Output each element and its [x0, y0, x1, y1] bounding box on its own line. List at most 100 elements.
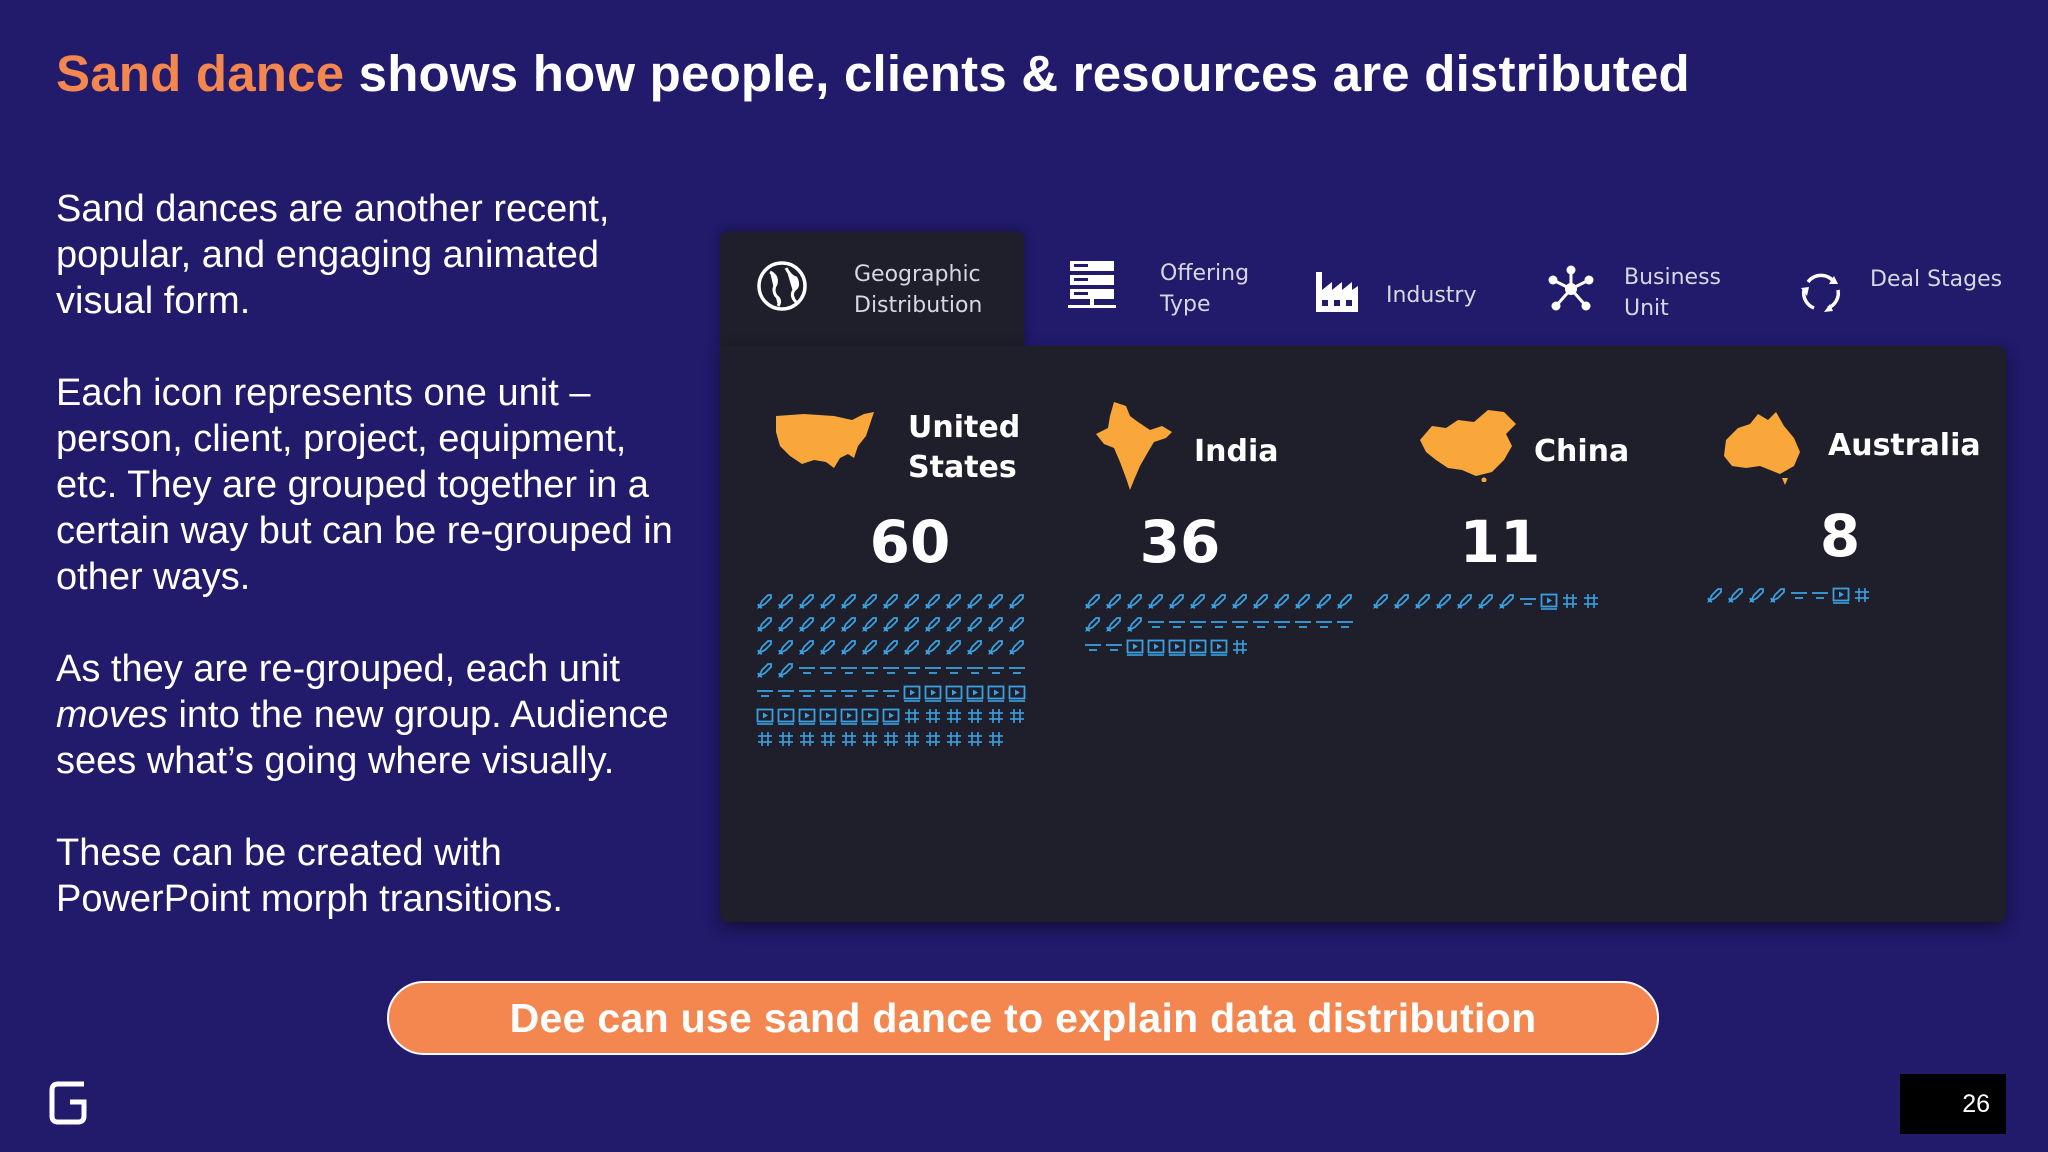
- dash-unit-icon: [840, 661, 861, 684]
- dash-unit-icon: [945, 661, 966, 684]
- dash-unit-icon: [903, 661, 924, 684]
- grid-unit-icon: [798, 730, 819, 753]
- region-united-states: United States 60: [720, 346, 1030, 922]
- play-unit-icon: [924, 684, 945, 707]
- tab-industry[interactable]: Industry: [1314, 268, 1477, 323]
- grid-unit-icon: [945, 730, 966, 753]
- rocket-unit-icon: [1315, 592, 1336, 615]
- cta-banner: Dee can use sand dance to explain data d…: [387, 981, 1659, 1055]
- paragraph-1: Sand dances are another recent, popular,…: [56, 188, 610, 322]
- dash-unit-icon: [861, 684, 882, 707]
- rocket-unit-icon: [840, 615, 861, 638]
- rocket-unit-icon: [945, 592, 966, 615]
- slide-title: Sand dance shows how people, clients & r…: [56, 44, 1690, 103]
- tab-label: Business Unit: [1624, 262, 1721, 324]
- dash-unit-icon: [882, 661, 903, 684]
- rocket-unit-icon: [924, 615, 945, 638]
- paragraph-3-end: into the new group. Audience sees what’s…: [56, 694, 669, 782]
- paragraph-2: Each icon represents one unit – person, …: [56, 372, 673, 598]
- brand-logo-icon: [49, 1081, 87, 1125]
- dash-unit-icon: [1519, 592, 1540, 615]
- rocket-unit-icon: [882, 592, 903, 615]
- grid-unit-icon: [1231, 638, 1252, 661]
- india-map-icon: [1096, 402, 1172, 490]
- rocket-unit-icon: [1273, 592, 1294, 615]
- rocket-unit-icon: [987, 615, 1008, 638]
- dash-unit-icon: [798, 661, 819, 684]
- paragraph-3: As they are re-grouped, each unit moves …: [56, 646, 696, 784]
- play-unit-icon: [1540, 592, 1561, 615]
- usa-map-icon: [776, 412, 874, 468]
- play-unit-icon: [1189, 638, 1210, 661]
- dash-unit-icon: [819, 661, 840, 684]
- rocket-unit-icon: [861, 592, 882, 615]
- dash-unit-icon: [1231, 615, 1252, 638]
- dash-unit-icon: [840, 684, 861, 707]
- tab-deal-stages[interactable]: Deal Stages: [1798, 264, 2002, 325]
- tab-offering-type[interactable]: Offering Type: [1068, 258, 1249, 320]
- rocket-unit-icon: [819, 638, 840, 661]
- china-map-icon: [1420, 410, 1516, 482]
- rocket-unit-icon: [777, 661, 798, 684]
- play-unit-icon: [777, 707, 798, 730]
- tab-geographic-distribution[interactable]: Geographic Distribution: [720, 232, 1024, 348]
- tab-business-unit[interactable]: Business Unit: [1546, 262, 1721, 324]
- rocket-unit-icon: [861, 638, 882, 661]
- sand-dance-panel: United States 60 India 36 China 11 Austra…: [720, 346, 2006, 922]
- rocket-unit-icon: [1372, 592, 1393, 615]
- rocket-unit-icon: [987, 592, 1008, 615]
- dash-unit-icon: [756, 684, 777, 707]
- dash-unit-icon: [1147, 615, 1168, 638]
- play-unit-icon: [819, 707, 840, 730]
- region-count: 11: [1459, 508, 1541, 576]
- grid-unit-icon: [924, 707, 945, 730]
- dash-unit-icon: [882, 684, 903, 707]
- dash-unit-icon: [1008, 661, 1029, 684]
- rocket-unit-icon: [1126, 615, 1147, 638]
- grid-unit-icon: [756, 730, 777, 753]
- grid-unit-icon: [903, 730, 924, 753]
- dash-unit-icon: [1084, 638, 1105, 661]
- tab-label: Geographic Distribution: [854, 259, 982, 321]
- rocket-unit-icon: [1435, 592, 1456, 615]
- unit-grid: [1372, 592, 1645, 615]
- rocket-unit-icon: [1084, 615, 1105, 638]
- grid-unit-icon: [819, 730, 840, 753]
- rocket-unit-icon: [1189, 592, 1210, 615]
- dash-unit-icon: [777, 684, 798, 707]
- dash-unit-icon: [1273, 615, 1294, 638]
- rocket-unit-icon: [1769, 586, 1790, 609]
- dash-unit-icon: [1210, 615, 1231, 638]
- grid-unit-icon: [903, 707, 924, 730]
- dash-unit-icon: [798, 684, 819, 707]
- grid-unit-icon: [882, 730, 903, 753]
- rocket-unit-icon: [1706, 586, 1727, 609]
- grid-unit-icon: [777, 730, 798, 753]
- rocket-unit-icon: [777, 638, 798, 661]
- dash-unit-icon: [1790, 586, 1811, 609]
- rocket-unit-icon: [861, 615, 882, 638]
- grid-unit-icon: [861, 730, 882, 753]
- dash-unit-icon: [1189, 615, 1210, 638]
- region-count: 60: [869, 508, 951, 576]
- region-name-line1: United: [908, 410, 1021, 445]
- rocket-unit-icon: [798, 638, 819, 661]
- tab-label-line2: Type: [1160, 292, 1211, 317]
- play-unit-icon: [840, 707, 861, 730]
- play-unit-icon: [945, 684, 966, 707]
- factory-icon: [1314, 268, 1360, 323]
- unit-grid: [756, 592, 1029, 753]
- tab-label-line1: Geographic: [854, 262, 981, 287]
- rocket-unit-icon: [1456, 592, 1477, 615]
- rocket-unit-icon: [840, 592, 861, 615]
- paragraph-4: These can be created with PowerPoint mor…: [56, 832, 563, 920]
- title-rest: shows how people, clients & resources ar…: [344, 45, 1690, 102]
- rocket-unit-icon: [1727, 586, 1748, 609]
- rocket-unit-icon: [987, 638, 1008, 661]
- play-unit-icon: [1008, 684, 1029, 707]
- rocket-unit-icon: [924, 592, 945, 615]
- dash-unit-icon: [1336, 615, 1357, 638]
- dash-unit-icon: [966, 661, 987, 684]
- region-count: 36: [1139, 508, 1221, 576]
- grid-unit-icon: [1561, 592, 1582, 615]
